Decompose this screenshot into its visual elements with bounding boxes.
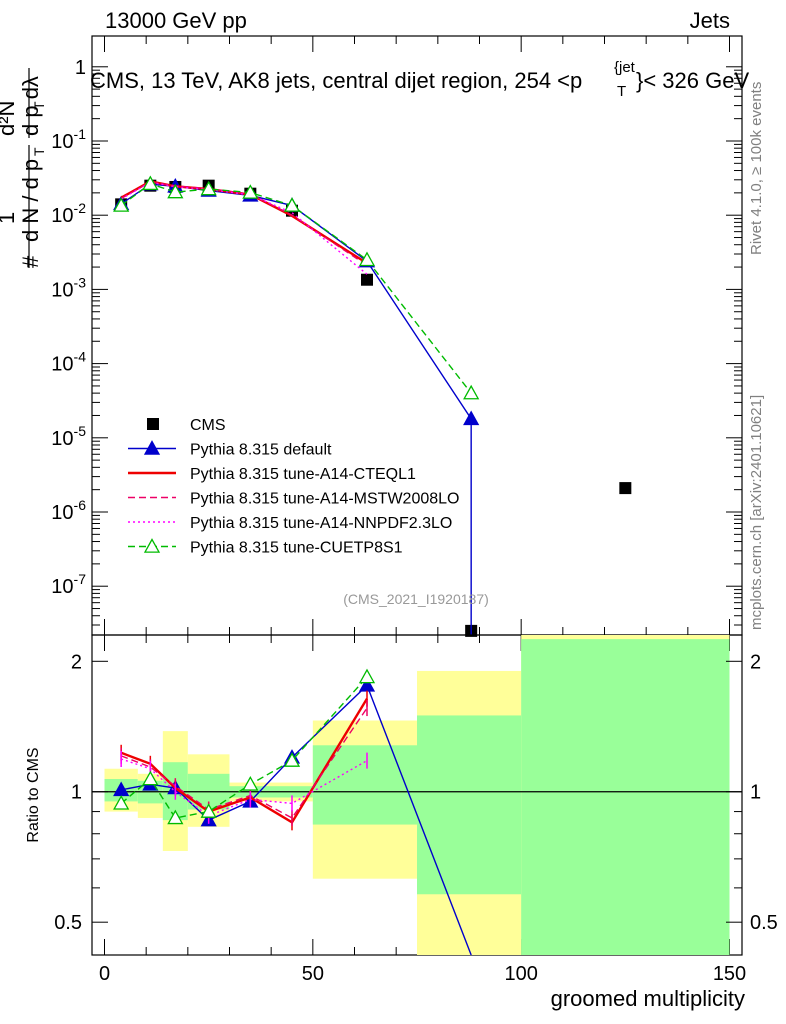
ratio-y-tick-label-right: 2 [750,651,761,673]
legend-marker [143,440,161,455]
legend-label: Pythia 8.315 tune-A14-NNPDF2.3LO [190,515,452,532]
main-y-tick-label: 1 [75,57,86,79]
ratio-band-green [312,745,417,825]
ylabel-one: 1 [0,212,19,224]
ylabel-hash-num: # [18,255,43,268]
main-series-marker [142,175,159,191]
plot-title: CMS, 13 TeV, AK8 jets, central dijet reg… [90,68,582,93]
ratio-series-marker [200,803,217,818]
main-y-tick-label: 10-2 [51,200,86,227]
main-series-marker [167,183,184,199]
legend-label: Pythia 8.315 tune-CUETP8S1 [190,540,403,557]
legend-marker [143,538,161,553]
plot-title-end: }< 326 GeV [636,68,749,93]
main-y-tick-label: 10-5 [51,423,86,450]
legend-label: Pythia 8.315 default [190,442,332,459]
main-plot: 1 10-1 10-2 10-3 10-4 10-5 10-6 10-7 [51,36,742,637]
ratio-y-tick-label-right: 0.5 [750,912,778,934]
legend-marker-cms [147,418,159,430]
legend-label: CMS [190,417,226,434]
legend: CMS Pythia 8.315 default Pythia 8.315 tune… [128,417,459,557]
header-right: Jets [690,8,730,33]
main-series-line [120,183,472,635]
plot-title-superscript: {jet [614,59,636,76]
ratio-series-marker [167,809,184,825]
svg-text:T: T [31,101,47,110]
cms-data-point [361,273,373,286]
x-tick-label: 0 [99,963,110,985]
ratio-y-tick-label: 1 [71,782,82,804]
ratio-series-marker [242,776,259,791]
analysis-tag: (CMS_2021_I1920187) [343,591,489,607]
ylabel-sub-T: T [31,147,47,156]
x-tick-label: 50 [302,963,324,985]
rivet-version-label: Rivet 4.1.0, ≥ 100k events [748,82,765,255]
main-series-marker [283,197,301,212]
ratio-plot: 2 2 1 1 0.5 0.5 [54,635,778,956]
main-series-marker [463,410,480,426]
ratio-band-green [521,639,730,955]
plot-title-subscript: T [617,83,626,100]
cms-data-point [619,482,632,495]
mcplots-label: mcplots.cern.ch [arXiv:2401.10621] [748,395,765,630]
legend-label: Pythia 8.315 tune-A14-CTEQL1 [190,466,416,483]
main-series-marker [200,180,217,196]
ratio-series-marker [283,752,301,767]
main-y-tick-label: 10-6 [51,497,86,524]
main-y-tick-label: 10-7 [51,571,86,598]
x-tick-label: 100 [504,963,537,985]
ylabel-d2N: d²N [0,101,19,136]
main-y-tick-label: 10-4 [51,349,86,376]
main-y-tick-label: 10-3 [51,274,86,301]
x-tick-label: 150 [713,963,746,985]
main-series-marker [113,197,130,212]
ylabel-dpT-dlambda: d p dλ [18,76,43,136]
y-axis-label-main: # d N / d p T 1 d²N d p dλ T [0,68,47,268]
main-series-marker [358,251,376,267]
main-series-marker [463,384,480,400]
y-axis-label-ratio: Ratio to CMS [25,747,42,842]
main-series-line [120,183,472,394]
ratio-series-marker [113,795,130,810]
ratio-series-marker [358,668,376,684]
ratio-y-tick-label: 2 [71,651,82,673]
ratio-y-tick-label-right: 1 [750,782,761,804]
main-y-tick-label: 10-1 [51,126,86,153]
ratio-series-marker [142,770,159,786]
header-left: 13000 GeV pp [105,8,247,33]
main-series-marker [242,184,259,199]
ratio-band-green [417,715,522,895]
legend-label: Pythia 8.315 tune-A14-MSTW2008LO [190,491,459,508]
x-axis-label: groomed multiplicity [551,986,745,1011]
ratio-y-tick-label: 0.5 [54,912,82,934]
ylabel-dN-dpT: d N / d p [18,159,43,242]
main-series-line [120,180,368,265]
